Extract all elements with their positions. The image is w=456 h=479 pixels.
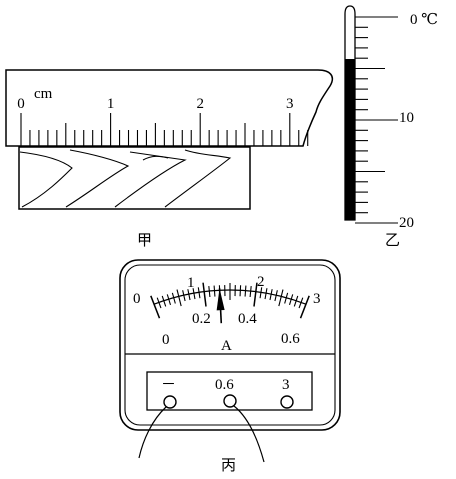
ammeter-tick bbox=[166, 294, 172, 306]
ammeter-tick bbox=[156, 297, 162, 309]
ammeter-tick bbox=[176, 289, 182, 307]
ammeter-caption: 丙 bbox=[221, 458, 236, 474]
terminal-label-negative: － bbox=[161, 377, 176, 393]
ammeter-bottom-label-0: 0 bbox=[162, 332, 170, 348]
ammeter-bottom-label-06: 0.6 bbox=[281, 331, 300, 347]
ammeter-tick bbox=[171, 292, 176, 304]
ruler-major-label: 1 bbox=[107, 96, 115, 112]
ammeter-tick bbox=[208, 285, 211, 298]
thermometer-liquid-column bbox=[345, 59, 355, 220]
wire-06 bbox=[233, 405, 265, 463]
ammeter-needle-head bbox=[216, 288, 225, 311]
ammeter-tick bbox=[269, 289, 273, 301]
ammeter-tick bbox=[288, 294, 294, 306]
thermometer-figure: 0 ℃ 10 20 乙 bbox=[344, 5, 438, 249]
thermometer-caption: 乙 bbox=[385, 233, 400, 249]
thermometer-tube bbox=[344, 5, 356, 221]
ammeter-tick bbox=[161, 295, 167, 307]
thermometer-label-20: 20 bbox=[399, 215, 414, 231]
ammeter-tick bbox=[213, 285, 216, 297]
ammeter-tick bbox=[264, 288, 268, 300]
ammeter-tick bbox=[150, 295, 161, 319]
ruler-major-label: 3 bbox=[286, 96, 294, 112]
ammeter-tick bbox=[249, 285, 252, 298]
ammeter-tick bbox=[293, 295, 299, 307]
thermometer-ticks bbox=[355, 16, 398, 224]
terminal-3[interactable] bbox=[280, 395, 294, 409]
ammeter-tick bbox=[253, 282, 258, 307]
terminal-label-3: 3 bbox=[282, 377, 290, 393]
ammeter-bottom-label-02: 0.2 bbox=[192, 311, 211, 327]
ammeter-tick bbox=[187, 289, 191, 301]
ammeter-bottom-label-04: 0.4 bbox=[238, 311, 257, 327]
ammeter-unit-label: A bbox=[221, 338, 232, 354]
ruler-body bbox=[5, 69, 334, 147]
ammeter-top-label-1: 1 bbox=[187, 275, 195, 291]
ruler-figure: cm 0 1 2 3 甲 bbox=[5, 69, 334, 249]
ammeter-figure: 0 1 2 3 0 0.2 0.4 0.6 A － 0.6 3 丙 bbox=[119, 259, 341, 474]
ammeter-scale bbox=[150, 282, 310, 324]
terminal-06[interactable] bbox=[223, 394, 237, 408]
ammeter-tick bbox=[244, 285, 247, 297]
terminal-panel bbox=[146, 371, 313, 411]
ruler-major-label: 2 bbox=[196, 96, 204, 112]
ammeter-tick bbox=[278, 289, 284, 307]
wire-negative bbox=[138, 406, 167, 459]
ammeter-tick bbox=[259, 287, 263, 299]
measured-object bbox=[18, 146, 251, 210]
ammeter-tick bbox=[239, 285, 242, 297]
ruler-labels: 0 1 2 3 bbox=[17, 96, 293, 112]
ruler-unit-label: cm bbox=[34, 86, 53, 102]
thermometer-label-10: 10 bbox=[399, 110, 414, 126]
ammeter-tick bbox=[182, 290, 186, 302]
terminal-negative[interactable] bbox=[163, 395, 177, 409]
ammeter-case-outer bbox=[119, 259, 341, 431]
ruler-caption: 甲 bbox=[137, 233, 152, 249]
ammeter-tick bbox=[299, 295, 310, 319]
ammeter-tick bbox=[274, 290, 278, 302]
ammeter-top-label-2: 2 bbox=[257, 274, 265, 290]
thermometer-label-0: 0 ℃ bbox=[410, 12, 438, 28]
ammeter-tick bbox=[192, 288, 196, 300]
ammeter-tick bbox=[298, 297, 304, 309]
ruler-major-label: 0 bbox=[17, 96, 25, 112]
terminal-label-06: 0.6 bbox=[215, 377, 234, 393]
ruler-ticks bbox=[20, 113, 309, 146]
ammeter-top-label-0: 0 bbox=[133, 291, 141, 307]
ammeter-case-inner bbox=[124, 264, 336, 426]
ammeter-top-label-3: 3 bbox=[313, 291, 321, 307]
ammeter-tick bbox=[284, 292, 289, 304]
ammeter-tick bbox=[202, 282, 207, 307]
ammeter-tick bbox=[197, 287, 201, 299]
